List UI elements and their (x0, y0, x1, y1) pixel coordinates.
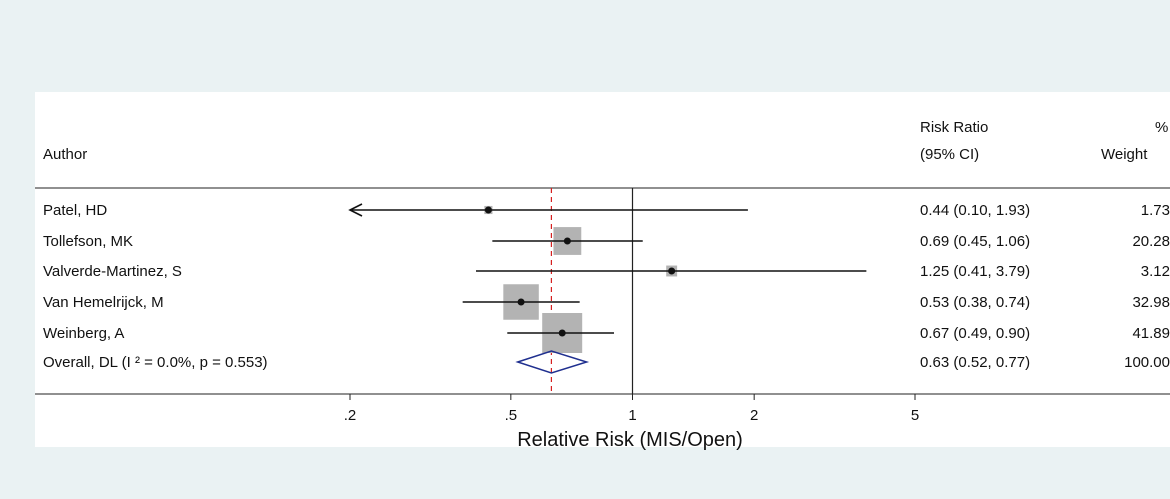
tick-label: 2 (750, 407, 758, 424)
point-estimate (558, 329, 566, 337)
study-author: Weinberg, A (43, 325, 124, 342)
overall-weight: 100.00 (1124, 354, 1170, 371)
point-estimate (563, 237, 571, 245)
x-tick: .2 (344, 394, 357, 424)
study-weight: 41.89 (1132, 325, 1170, 342)
tick-label: 5 (911, 407, 919, 424)
study-row: Valverde-Martinez, S 1.25 (0.41, 3.79) 3.1… (43, 263, 1170, 280)
overall-row: Overall, DL (I ² = 0.0%, p = 0.553) 0.63 … (43, 350, 1170, 374)
study-row: Van Hemelrijck, M 0.53 (0.38, 0.74) 32.98 (43, 284, 1170, 320)
author-header: Author (43, 146, 87, 163)
x-axis-title: Relative Risk (MIS/Open) (517, 429, 743, 451)
plot-panel (35, 92, 1170, 447)
study-author: Tollefson, MK (43, 233, 133, 250)
study-author: Patel, HD (43, 202, 107, 219)
pooled-diamond (515, 350, 590, 374)
x-tick: .5 (505, 394, 518, 424)
truncation-arrow (348, 203, 363, 217)
tick-label: .5 (505, 407, 518, 424)
study-weight: 20.28 (1132, 233, 1170, 250)
risk-ratio-header: Risk Ratio (920, 119, 988, 136)
tick-label: .2 (344, 407, 357, 424)
weight-header: Weight (1101, 146, 1148, 163)
tick-label: 1 (628, 407, 636, 424)
point-estimate (517, 298, 525, 306)
x-tick: 1 (628, 394, 637, 424)
study-row: Weinberg, A 0.67 (0.49, 0.90) 41.89 (43, 313, 1170, 353)
risk-ratio-ci: 0.67 (0.49, 0.90) (920, 325, 1030, 342)
overall-label: Overall, DL (I ² = 0.0%, p = 0.553) (43, 354, 268, 371)
x-tick: 5 (911, 394, 919, 424)
study-weight: 3.12 (1141, 263, 1170, 280)
risk-ratio-ci: 0.69 (0.45, 1.06) (920, 233, 1030, 250)
study-row: Patel, HD 0.44 (0.10, 1.93) 1.73 (43, 202, 1170, 219)
study-author: Van Hemelrijck, M (43, 294, 164, 311)
study-row: Tollefson, MK 0.69 (0.45, 1.06) 20.28 (43, 227, 1170, 255)
risk-ratio-ci: 0.53 (0.38, 0.74) (920, 294, 1030, 311)
risk-ratio-ci: 0.44 (0.10, 1.93) (920, 202, 1030, 219)
overall-risk-ratio-ci: 0.63 (0.52, 0.77) (920, 354, 1030, 371)
point-estimate (484, 206, 492, 214)
x-tick: 2 (750, 394, 758, 424)
point-estimate (668, 267, 676, 275)
weight-header-percent: % (1155, 119, 1168, 136)
study-weight: 32.98 (1132, 294, 1170, 311)
risk-ratio-ci: 1.25 (0.41, 3.79) (920, 263, 1030, 280)
study-author: Valverde-Martinez, S (43, 263, 182, 280)
ci-header: (95% CI) (920, 146, 979, 163)
study-weight: 1.73 (1141, 202, 1170, 219)
